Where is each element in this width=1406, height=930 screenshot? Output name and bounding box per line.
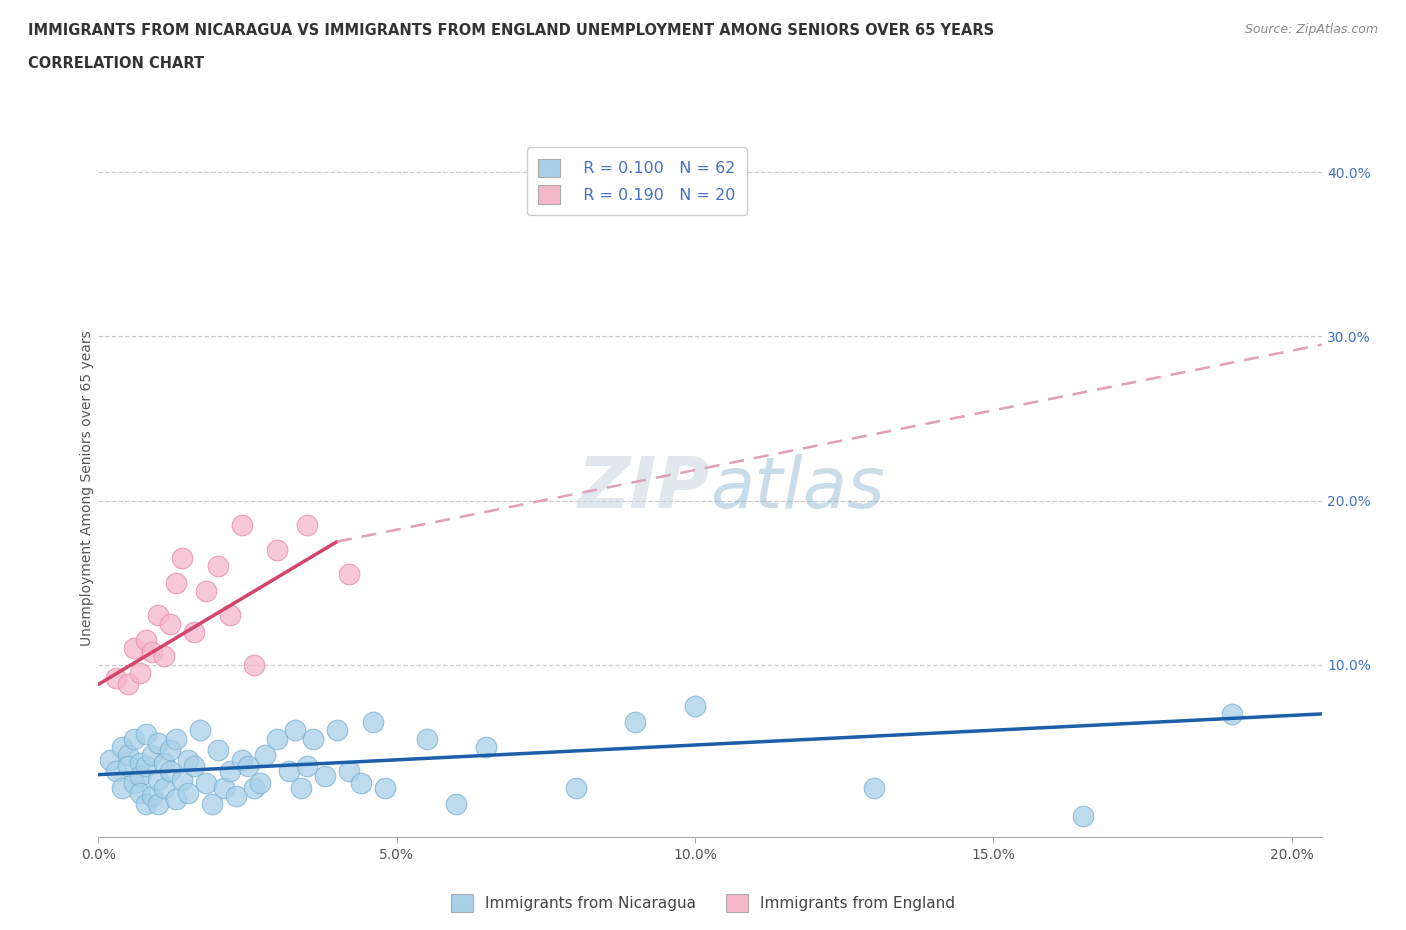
Point [297, 759, 319, 774]
Point [297, 518, 319, 533]
Legend:   R = 0.100   N = 62,   R = 0.190   N = 20: R = 0.100 N = 62, R = 0.190 N = 20 [527, 148, 747, 215]
Point [415, 731, 437, 746]
Point [159, 617, 181, 631]
Point [254, 748, 277, 763]
Point [194, 583, 217, 598]
Point [242, 780, 264, 795]
Point [129, 756, 152, 771]
Point [326, 723, 349, 737]
Point [122, 776, 145, 790]
Point [159, 742, 181, 757]
Point [122, 641, 145, 656]
Point [188, 723, 211, 737]
Point [183, 759, 205, 774]
Text: Source: ZipAtlas.com: Source: ZipAtlas.com [1244, 23, 1378, 36]
Point [146, 736, 169, 751]
Point [170, 772, 193, 787]
Text: CORRELATION CHART: CORRELATION CHART [28, 56, 204, 71]
Point [302, 731, 325, 746]
Point [218, 764, 240, 778]
Point [117, 677, 139, 692]
Point [231, 752, 253, 767]
Point [266, 542, 288, 557]
Point [683, 698, 706, 713]
Point [231, 518, 253, 533]
Point [183, 624, 205, 639]
Point [129, 785, 152, 800]
Point [146, 608, 169, 623]
Text: atlas: atlas [710, 454, 884, 523]
Point [374, 780, 396, 795]
Point [475, 739, 498, 754]
Point [361, 714, 384, 729]
Point [122, 731, 145, 746]
Point [624, 714, 647, 729]
Point [278, 764, 301, 778]
Y-axis label: Unemployment Among Seniors over 65 years: Unemployment Among Seniors over 65 years [80, 330, 94, 646]
Point [236, 759, 259, 774]
Point [242, 658, 264, 672]
Point [117, 759, 139, 774]
Point [1220, 707, 1243, 722]
Point [135, 797, 157, 812]
Point [337, 764, 360, 778]
Point [146, 772, 169, 787]
Point [141, 644, 163, 659]
Point [290, 780, 312, 795]
Point [249, 776, 271, 790]
Point [284, 723, 307, 737]
Point [170, 551, 193, 565]
Point [863, 780, 886, 795]
Point [337, 567, 360, 582]
Point [207, 559, 229, 574]
Point [207, 742, 229, 757]
Text: ZIP: ZIP [578, 454, 710, 523]
Point [218, 608, 240, 623]
Point [153, 780, 176, 795]
Point [212, 780, 235, 795]
Point [314, 769, 336, 784]
Point [165, 575, 187, 590]
Point [146, 797, 169, 812]
Point [98, 752, 121, 767]
Point [1071, 808, 1094, 823]
Point [117, 748, 139, 763]
Point [129, 666, 152, 681]
Point [135, 632, 157, 647]
Legend: Immigrants from Nicaragua, Immigrants from England: Immigrants from Nicaragua, Immigrants fr… [446, 888, 960, 918]
Text: IMMIGRANTS FROM NICARAGUA VS IMMIGRANTS FROM ENGLAND UNEMPLOYMENT AMONG SENIORS : IMMIGRANTS FROM NICARAGUA VS IMMIGRANTS … [28, 23, 994, 38]
Point [194, 776, 217, 790]
Point [135, 726, 157, 741]
Point [266, 731, 288, 746]
Point [111, 739, 134, 754]
Point [129, 769, 152, 784]
Point [177, 785, 200, 800]
Point [565, 780, 588, 795]
Point [141, 789, 163, 804]
Point [153, 649, 176, 664]
Point [165, 791, 187, 806]
Point [201, 797, 224, 812]
Point [225, 789, 247, 804]
Point [165, 731, 187, 746]
Point [141, 748, 163, 763]
Point [159, 764, 181, 778]
Point [111, 780, 134, 795]
Point [105, 764, 128, 778]
Point [446, 797, 468, 812]
Point [105, 671, 128, 685]
Point [177, 752, 200, 767]
Point [135, 759, 157, 774]
Point [350, 776, 373, 790]
Point [153, 756, 176, 771]
